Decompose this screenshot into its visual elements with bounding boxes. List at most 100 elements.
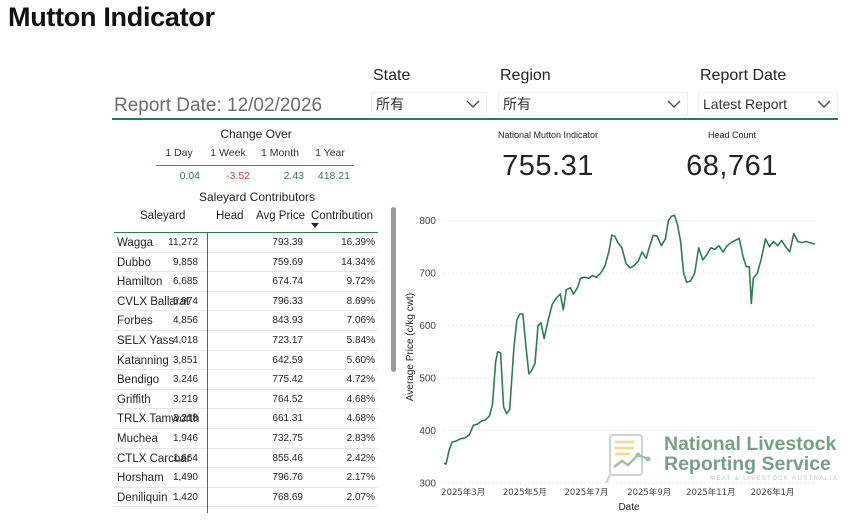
series-line (443, 214, 816, 465)
column-header-head[interactable]: Head (216, 210, 244, 222)
contribution-cell: 2.17% (346, 472, 375, 484)
saleyard-cell: Dubbo (117, 256, 151, 269)
table-row[interactable]: TRLX Tamworth 3,218 661.31 4.68% (114, 409, 378, 429)
table-row[interactable]: Katanning 3,851 642.59 5.60% (114, 351, 378, 371)
saleyard-cell: Muchea (117, 433, 158, 445)
table-row[interactable]: Griffith 3,219 764.52 4.68% (114, 390, 378, 410)
indicator-kpi-value: 755.31 (502, 150, 594, 182)
head-count-kpi-label: Head Count (707, 130, 757, 140)
change-value-1year: 418.21 (317, 170, 350, 182)
contribution-cell: 8.69% (346, 295, 375, 307)
change-value-1month: 2.43 (283, 170, 304, 182)
head-cell: 3,219 (172, 393, 198, 405)
column-header-avg-price[interactable]: Avg Price (256, 210, 306, 222)
change-over-title: Change Over (220, 127, 292, 141)
avg-price-cell: 642.59 (272, 354, 303, 366)
table-row[interactable]: Bendigo 3,246 775.42 4.72% (114, 370, 378, 390)
chevron-down-icon (466, 100, 480, 108)
report-date-filter-label: Report Date (700, 67, 787, 84)
x-tick-label: 2026年1月 (751, 487, 795, 498)
head-cell: 1,490 (172, 472, 198, 484)
contribution-cell: 14.34% (341, 256, 375, 268)
region-filter-dropdown[interactable]: 所有 (498, 92, 688, 116)
head-cell: 1,664 (172, 452, 198, 464)
y-tick-label: 800 (419, 216, 436, 227)
x-tick-label: 2025年9月 (627, 487, 671, 498)
y-tick-label: 300 (419, 479, 436, 490)
contribution-cell: 2.42% (346, 452, 375, 464)
page-title: Mutton Indicator (8, 2, 215, 32)
table-row[interactable]: Deniliquin 1,420 768.69 2.07% (114, 488, 378, 508)
change-header-1week: 1 Week (210, 147, 246, 159)
saleyard-cell: Griffith (117, 393, 151, 406)
saleyard-table-title: Saleyard Contributors (198, 190, 316, 204)
avg-price-cell: 796.33 (272, 295, 303, 307)
x-axis-label: Date (618, 502, 640, 513)
table-row[interactable]: Dubbo 9,858 759.69 14.34% (114, 253, 378, 273)
head-cell: 1,420 (172, 491, 198, 503)
head-cell: 4,856 (172, 315, 198, 327)
saleyard-cell: TRLX Tamworth (117, 413, 200, 426)
mutton-indicator-line-chart: 300 400 500 600 700 800 2025年3月 2025年5月 2025年7月… (405, 214, 816, 513)
y-tick-label: 500 (419, 374, 436, 385)
table-row[interactable]: CVLX Ballarat 5,974 796.33 8.69% (114, 292, 378, 312)
chevron-down-icon (667, 100, 681, 108)
contribution-cell: 5.84% (346, 335, 375, 346)
table-row[interactable]: Hamilton 6,685 674.74 9.72% (114, 272, 378, 292)
table-scrollbar[interactable] (391, 207, 396, 372)
avg-price-cell: 793.39 (272, 237, 303, 248)
change-header-1year: 1 Year (315, 147, 345, 159)
report-date-filter-value: Latest Report (703, 96, 788, 112)
saleyard-cell: Hamilton (117, 276, 163, 289)
table-row[interactable]: Muchea 1,946 732.75 2.83% (114, 429, 378, 449)
head-cell: 3,246 (172, 374, 198, 386)
state-filter-dropdown[interactable]: 所有 (371, 92, 487, 116)
head-cell: 3,851 (172, 354, 198, 366)
chevron-down-icon (817, 100, 831, 108)
y-axis-label: Average Price (c/kg cwt) (405, 293, 416, 401)
logo-line-2: Reporting Service (664, 453, 831, 475)
x-axis-ticks: 2025年3月 2025年5月 2025年7月 2025年9月 2025年11月 2026… (441, 487, 794, 498)
table-row[interactable]: CTLX Carcoar 1,664 855.46 2.42% (114, 449, 378, 469)
contribution-cell: 2.83% (346, 433, 375, 444)
table-header-divider (114, 232, 378, 233)
table-row[interactable]: Horsham 1,490 796.76 2.17% (114, 468, 378, 488)
table-column-divider (207, 233, 208, 513)
y-tick-label: 700 (419, 269, 436, 280)
y-tick-label: 600 (419, 321, 436, 332)
table-row[interactable]: Wagga 11,272 793.39 16.39% (114, 233, 378, 253)
avg-price-cell: 723.17 (272, 335, 303, 346)
contribution-cell: 9.72% (346, 276, 375, 288)
column-header-contribution[interactable]: Contribution (311, 210, 374, 222)
head-cell: 3,218 (172, 413, 198, 425)
saleyard-cell: CTLX Carcoar (117, 452, 191, 465)
nlrs-logo: National Livestock Reporting Service MEA… (604, 433, 840, 513)
indicator-kpi-label: National Mutton Indicator (497, 130, 599, 140)
change-value-1day: 0.04 (179, 170, 200, 182)
avg-price-cell: 732.75 (272, 433, 303, 444)
region-filter-value: 所有 (503, 96, 531, 112)
logo-line-1: National Livestock (664, 433, 837, 455)
contribution-cell: 2.07% (346, 491, 375, 503)
logo-line-3: MEAT & LIVESTOCK AUSTRALIA (710, 476, 839, 482)
state-filter-label: State (373, 67, 411, 84)
table-row[interactable]: SELX Yass 4,018 723.17 5.84% (114, 331, 378, 351)
avg-price-cell: 843.93 (272, 315, 303, 327)
contribution-cell: 4.68% (346, 413, 375, 425)
contribution-cell: 4.68% (346, 393, 375, 405)
column-header-saleyard[interactable]: Saleyard (140, 210, 186, 222)
head-cell: 1,946 (172, 433, 198, 444)
report-date-text: Report Date: 12/02/2026 (114, 95, 323, 116)
saleyard-cell: Wagga (117, 237, 154, 249)
avg-price-cell: 674.74 (272, 276, 303, 288)
saleyard-cell: CVLX Ballarat (117, 295, 190, 308)
avg-price-cell: 775.42 (272, 374, 303, 386)
saleyard-cell: Bendigo (117, 374, 160, 387)
table-row[interactable]: Forbes 4,856 843.93 7.06% (114, 311, 378, 331)
avg-price-cell: 759.69 (272, 256, 303, 268)
report-date-filter-dropdown[interactable]: Latest Report (698, 92, 838, 116)
saleyard-cell: SELX Yass (117, 335, 175, 347)
avg-price-cell: 764.52 (272, 393, 303, 405)
head-cell: 11,272 (168, 237, 198, 248)
avg-price-cell: 661.31 (272, 413, 303, 425)
